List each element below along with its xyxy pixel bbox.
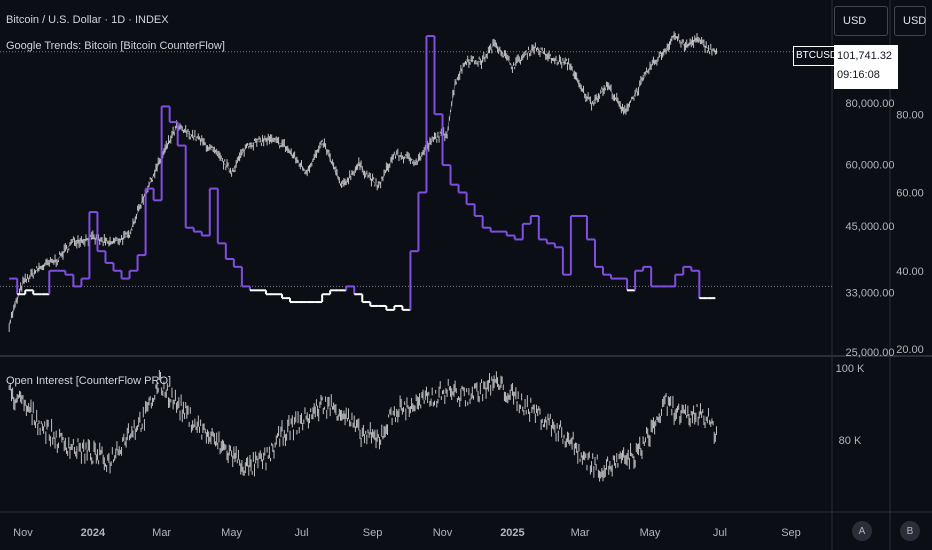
currency-button-right[interactable]: USD bbox=[894, 6, 926, 36]
bar-countdown: 09:16:08 bbox=[837, 69, 880, 81]
time-axis-label: Mar bbox=[571, 527, 590, 539]
time-axis-label: Sep bbox=[363, 527, 383, 539]
auto-scale-button[interactable]: A bbox=[852, 521, 872, 541]
time-axis-label: Nov bbox=[433, 527, 453, 539]
indicator-legend[interactable]: Google Trends: Bitcoin [Bitcoin CounterF… bbox=[6, 40, 225, 52]
trends-axis-label: 60.00 bbox=[896, 188, 924, 200]
time-axis-label: May bbox=[221, 527, 242, 539]
time-axis-label: May bbox=[640, 527, 661, 539]
price-label: 101,741.32 09:16:08 bbox=[834, 45, 898, 89]
open-interest-axis-label: 80 K bbox=[839, 435, 862, 447]
time-axis-label: Mar bbox=[152, 527, 171, 539]
trends-axis-label: 80.00 bbox=[896, 109, 924, 121]
currency-button-left[interactable]: USD bbox=[834, 6, 888, 36]
price-axis-label: 45,000.00 bbox=[846, 221, 895, 233]
time-axis-label: 2024 bbox=[81, 527, 106, 539]
log-scale-button[interactable]: B bbox=[900, 521, 920, 541]
price-axis-label: 60,000.00 bbox=[846, 160, 895, 172]
trends-axis-label: 40.00 bbox=[896, 266, 924, 278]
time-axis-label: Sep bbox=[781, 527, 801, 539]
open-interest-legend[interactable]: Open Interest [CounterFlow PRO] bbox=[6, 375, 172, 387]
price-axis-label: 25,000.00 bbox=[846, 347, 895, 359]
price-series-line bbox=[8, 34, 717, 325]
open-interest-axis-label: 100 K bbox=[836, 363, 865, 375]
current-price: 101,741.32 bbox=[837, 50, 893, 62]
time-axis-label: Jul bbox=[294, 527, 308, 539]
trends-axis-label: 20.00 bbox=[896, 344, 924, 356]
price-axis-label: 33,000.00 bbox=[846, 288, 895, 300]
time-axis-label: Nov bbox=[13, 527, 33, 539]
time-axis-label: 2025 bbox=[500, 527, 524, 539]
price-axis-label: 80,000.00 bbox=[846, 98, 895, 110]
chart-title: Bitcoin / U.S. Dollar · 1D · INDEX bbox=[6, 14, 169, 26]
symbol-tag: BTCUSD bbox=[793, 46, 841, 66]
time-axis-label: Jul bbox=[713, 527, 727, 539]
